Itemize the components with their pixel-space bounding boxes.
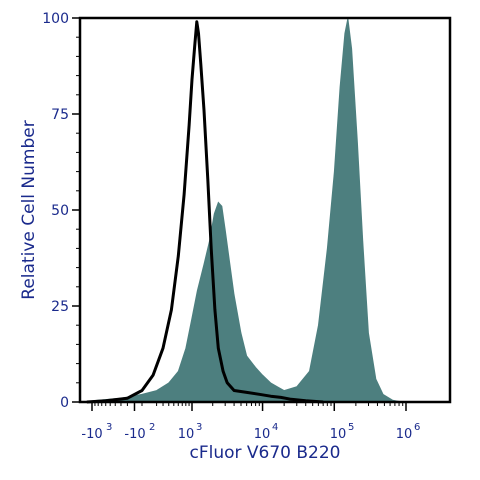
svg-text:10: 10 [254,427,271,442]
x-tick-label: 10 3 [178,422,203,442]
svg-text:4: 4 [272,422,278,433]
y-axis-title: Relative Cell Number [19,120,39,299]
svg-text:5: 5 [348,422,354,433]
x-tick-label: -10 2 [124,422,155,442]
x-axis-title: cFluor V670 B220 [189,443,340,463]
y-tick-label: 0 [60,395,69,411]
svg-text:10: 10 [178,427,195,442]
x-tick-label: 10 4 [254,422,279,442]
y-tick-label: 75 [51,107,69,123]
svg-text:3: 3 [196,422,202,433]
control-histogram-line [86,20,324,404]
x-tick-label: -10 3 [81,422,112,442]
plot-frame [78,16,452,404]
y-tick-label: 25 [51,299,69,315]
x-tick-label: 10 5 [330,422,355,442]
y-tick-label: 50 [51,203,69,219]
filled-histogram-series [80,17,403,403]
svg-text:-10: -10 [124,427,145,442]
svg-text:2: 2 [149,422,155,433]
svg-text:6: 6 [414,422,420,433]
svg-text:-10: -10 [81,427,102,442]
y-tick-label: 100 [42,11,69,27]
plot-area [80,17,403,404]
svg-text:3: 3 [106,422,112,433]
svg-text:10: 10 [396,427,413,442]
axis-ticks [72,17,407,411]
x-tick-label: 10 6 [396,422,421,442]
svg-text:10: 10 [330,427,347,442]
